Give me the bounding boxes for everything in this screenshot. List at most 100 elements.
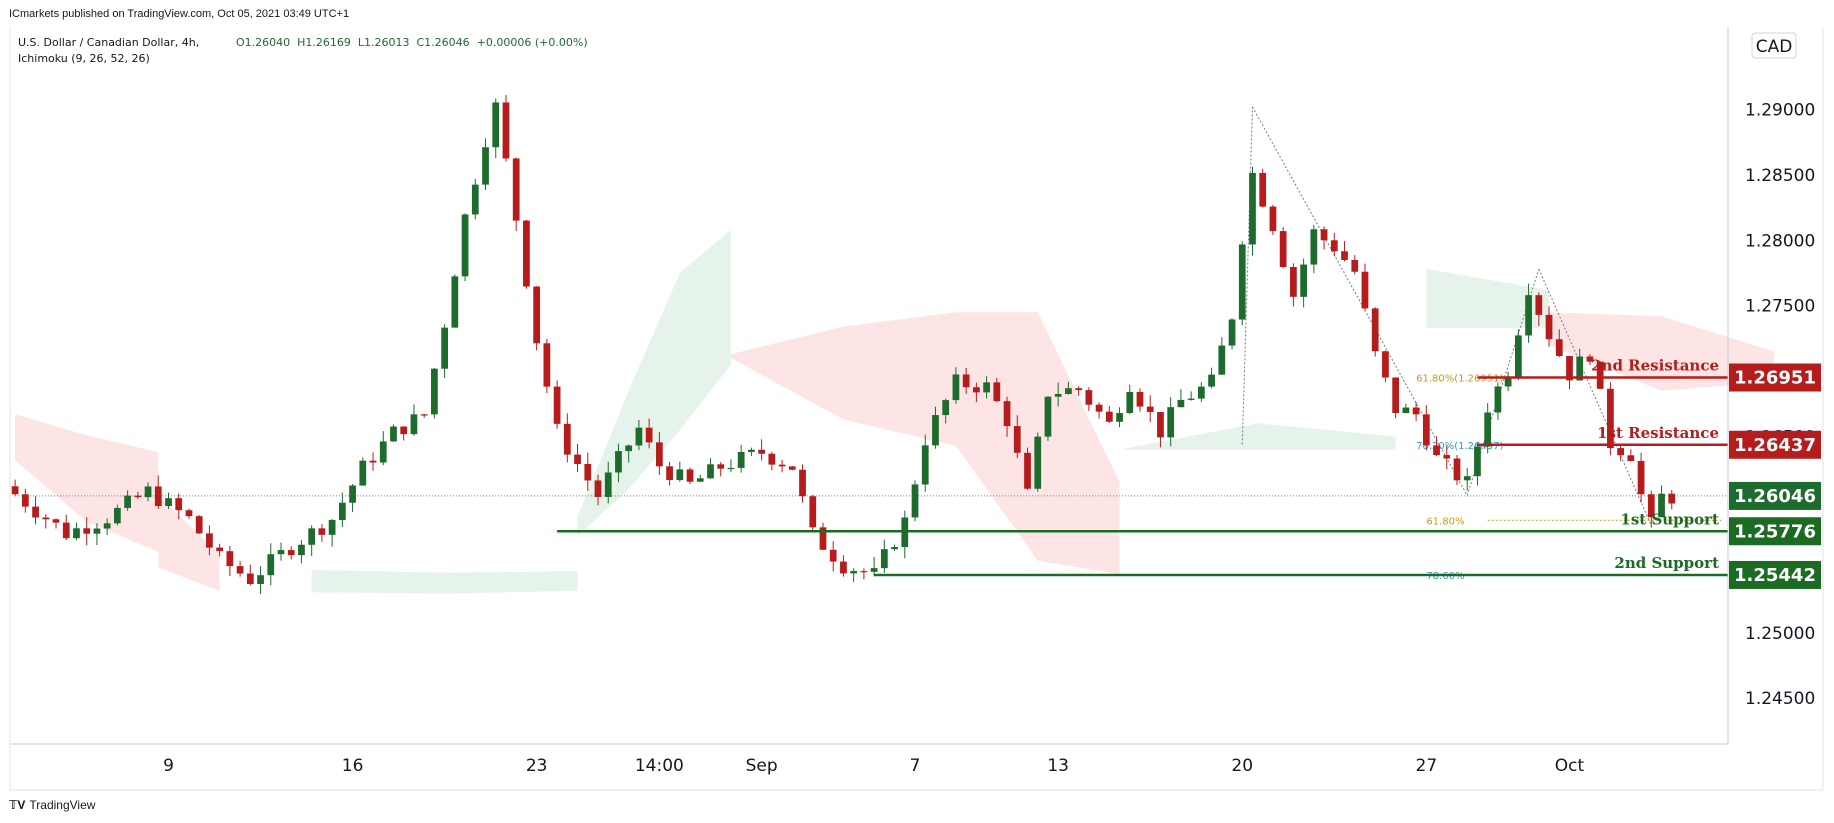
candle (1228, 318, 1236, 350)
candle-body (942, 400, 950, 416)
candle-body (359, 460, 367, 486)
candle (1310, 225, 1318, 274)
candle-body (727, 467, 735, 470)
candle (83, 517, 91, 546)
candle (1576, 348, 1584, 381)
candle-body (635, 427, 643, 446)
price-badge (1729, 517, 1821, 546)
candle (523, 219, 530, 289)
candle-body (318, 528, 326, 535)
candle-body (655, 442, 663, 467)
candle (236, 560, 244, 577)
ichimoku-cloud (15, 229, 1774, 594)
candle-body (349, 485, 356, 503)
candle (277, 542, 285, 561)
candle (553, 380, 561, 429)
candle-body (379, 441, 387, 463)
candle-body (1116, 412, 1123, 422)
candle-body (93, 528, 101, 534)
candle (1463, 468, 1471, 491)
candle (1382, 350, 1389, 383)
candle-body (431, 368, 438, 415)
candle (11, 479, 19, 496)
candle (870, 556, 878, 577)
candle (1525, 283, 1532, 343)
price-badge-label: 1.26046 (1734, 486, 1816, 507)
cloud-segment-1 (158, 495, 220, 591)
candle (1034, 432, 1042, 492)
candle (216, 543, 224, 557)
candle (1596, 361, 1604, 390)
candle-body (1555, 339, 1563, 356)
candle-body (287, 550, 295, 556)
candle (287, 546, 295, 560)
candle (1371, 307, 1379, 357)
candle (584, 452, 592, 491)
candle (1238, 241, 1246, 326)
candle (1269, 204, 1277, 235)
fib-level-label: 61.80% (1426, 516, 1464, 527)
x-tick-label: 14:00 (635, 756, 684, 776)
candle-body (1269, 206, 1277, 232)
tradingview-logo[interactable]: 𝕋V TradingView (9, 798, 95, 812)
candle (441, 324, 448, 379)
candle (686, 467, 694, 485)
candle (727, 459, 735, 473)
currency-badge[interactable] (1751, 32, 1797, 59)
candle-body (860, 571, 868, 573)
candlestick-series[interactable] (11, 94, 1676, 595)
candle (1330, 233, 1338, 257)
candle (1095, 402, 1103, 419)
candle (1167, 397, 1175, 447)
candle (103, 518, 111, 535)
candle (1116, 407, 1123, 428)
candle-body (441, 327, 448, 369)
fib-level-label: 78.20%(1.26437) (1416, 441, 1503, 452)
candle-body (1075, 388, 1083, 391)
candle-body (1371, 308, 1379, 352)
y-tick-label: 1.24500 (1745, 689, 1815, 709)
candle-body (921, 445, 929, 485)
support-resistance-levels[interactable]: 2nd Resistance 1st Resistance 1st Support 2… (557, 357, 1728, 577)
candle (1157, 411, 1164, 448)
x-axis-labels[interactable]: 9 16 23 14:00 Sep 7 13 20 27 Oct (163, 756, 1584, 776)
price-badges: 1.26951 1.26437 1.25776 1.25442 1.26046 (1729, 363, 1821, 589)
candle-body (175, 498, 183, 511)
x-tick-label: 9 (163, 756, 174, 776)
candle-body (369, 460, 377, 463)
price-badge (1729, 363, 1821, 392)
candle-body (799, 469, 806, 497)
candle-body (1596, 361, 1604, 389)
candle-body (410, 414, 418, 435)
candle-body (615, 451, 622, 473)
ohlc-readout: O1.26040 H1.26169 L1.26013 C1.26046 +0.0… (236, 36, 588, 49)
candle (349, 484, 356, 513)
candle-body (52, 519, 60, 523)
candle-body (983, 382, 990, 393)
candle-body (962, 374, 970, 388)
currency-badge-label: CAD (1756, 37, 1793, 57)
candle-body (717, 464, 725, 469)
tradingview-logo-icon: 𝕋V (9, 798, 26, 812)
candle-body (829, 549, 837, 562)
y-axis-labels[interactable]: 1.245001.250001.255001.260001.265001.270… (1745, 100, 1815, 709)
y-tick-label: 1.25000 (1745, 624, 1815, 644)
candle (778, 459, 786, 473)
candle-body (1341, 251, 1348, 260)
candle-body (471, 184, 479, 215)
candle-body (512, 158, 520, 221)
candle (431, 367, 438, 419)
y-tick-label: 1.28000 (1745, 231, 1815, 251)
candle-body (1433, 445, 1440, 456)
candle (246, 564, 254, 586)
candle-body (1668, 493, 1676, 504)
cloud-segment-7 (1426, 269, 1549, 328)
x-tick-label: Oct (1555, 756, 1585, 776)
candle-body (1647, 494, 1655, 518)
candle-body (1637, 460, 1645, 495)
candle-body (1658, 493, 1665, 518)
candle-body (543, 343, 551, 387)
candle (819, 522, 827, 551)
cloud-segment-4 (730, 312, 956, 446)
